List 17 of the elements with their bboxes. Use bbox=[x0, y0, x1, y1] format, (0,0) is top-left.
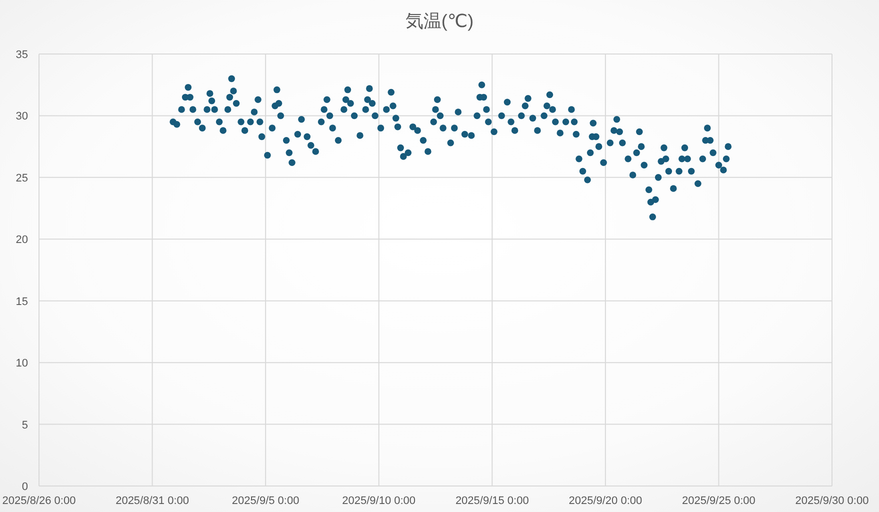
y-tick-label: 0 bbox=[22, 481, 28, 493]
chart-title: 気温(℃) bbox=[405, 11, 474, 31]
y-tick-label: 10 bbox=[16, 358, 28, 370]
y-tick-label: 5 bbox=[22, 419, 28, 432]
y-tick-label: 30 bbox=[16, 110, 28, 123]
y-tick-label: 15 bbox=[16, 296, 28, 308]
x-tick-label: 2025/9/10 0:00 bbox=[342, 495, 416, 507]
x-tick-label: 2025/9/5 0:00 bbox=[232, 495, 300, 507]
x-tick-label: 2025/9/20 0:00 bbox=[568, 495, 642, 507]
y-tick-label: 25 bbox=[16, 172, 28, 184]
x-tick-label: 2025/8/26 0:00 bbox=[2, 495, 76, 507]
y-tick-label: 20 bbox=[16, 234, 28, 246]
y-tick-label: 35 bbox=[16, 49, 28, 61]
x-tick-label: 2025/9/15 0:00 bbox=[455, 495, 529, 507]
x-tick-label: 2025/9/30 0:00 bbox=[795, 495, 869, 507]
x-tick-label: 2025/9/25 0:00 bbox=[682, 495, 756, 507]
x-tick-label: 2025/8/31 0:00 bbox=[116, 495, 189, 507]
